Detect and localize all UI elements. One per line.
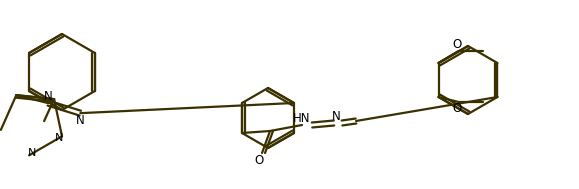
Text: N: N [44, 90, 53, 103]
Text: HN: HN [294, 112, 311, 125]
Text: N: N [55, 133, 63, 143]
Text: O: O [452, 102, 461, 115]
Text: N: N [332, 109, 340, 122]
Text: O: O [254, 154, 263, 167]
Text: O: O [452, 39, 461, 51]
Text: N: N [76, 114, 85, 127]
Text: N: N [28, 148, 36, 158]
